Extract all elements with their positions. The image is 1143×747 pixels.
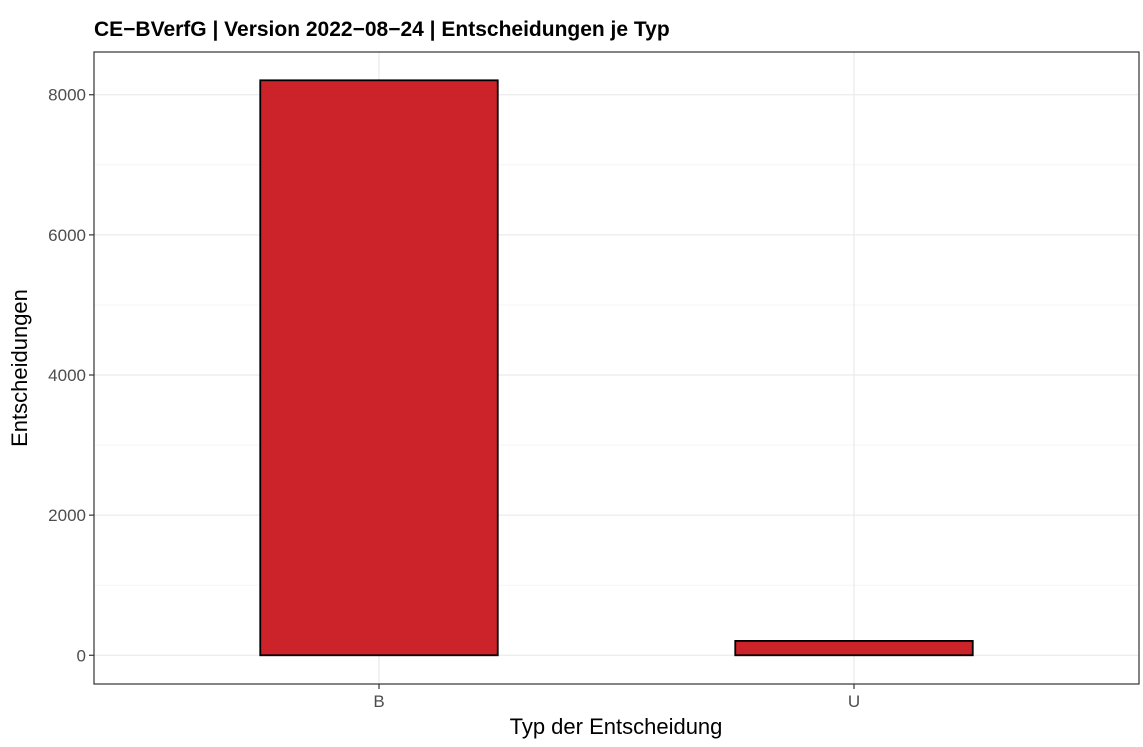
bar-u: [734, 640, 974, 657]
chart-title: CE−BVerfG | Version 2022−08−24 | Entsche…: [94, 18, 670, 41]
grid: [94, 52, 1139, 684]
y-tick-label: 0: [77, 646, 86, 665]
bars: [259, 79, 974, 657]
y-tick-label: 6000: [48, 226, 86, 245]
panel-border: [93, 51, 1140, 685]
y-tick-label: 4000: [48, 366, 86, 385]
y-tick-label: 8000: [48, 86, 86, 105]
bar-b: [259, 79, 499, 657]
axis-ticks: 0 2000 4000 6000 8000 B U: [48, 86, 860, 711]
y-axis-title: Entscheidungen: [7, 289, 32, 447]
x-tick-label: U: [848, 692, 860, 711]
y-tick-label: 2000: [48, 506, 86, 525]
x-tick-label: B: [373, 692, 384, 711]
x-axis-title: Typ der Entscheidung: [510, 714, 723, 739]
